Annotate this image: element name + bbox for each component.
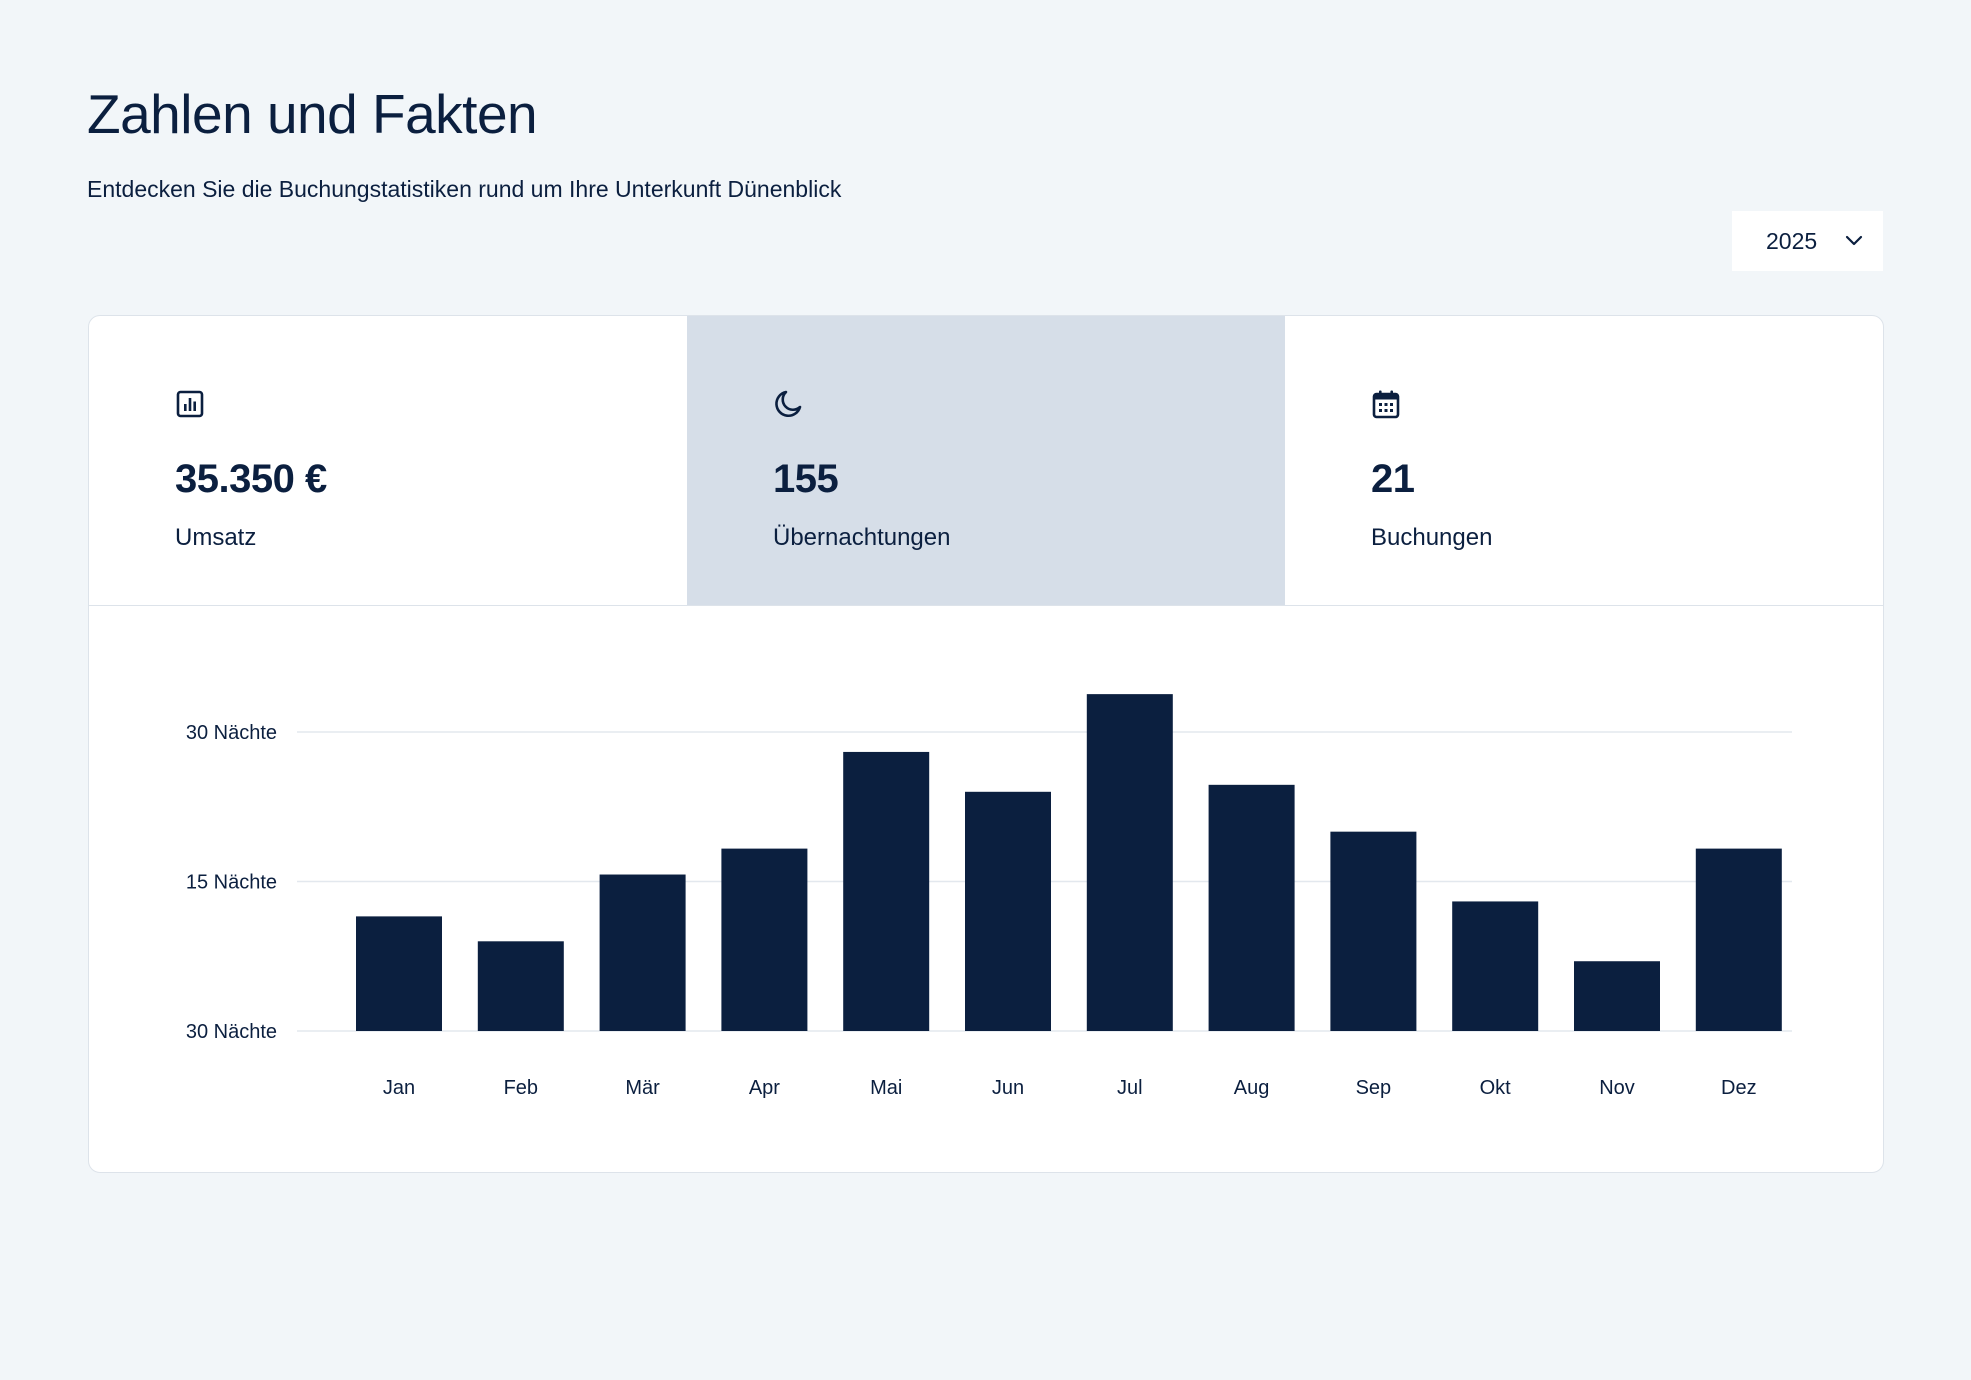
year-select-value: 2025 [1766, 227, 1818, 254]
calendar-icon [1372, 390, 1400, 419]
stat-label: Buchungen [1371, 524, 1493, 551]
bar-aug[interactable] [1208, 784, 1295, 1031]
x-tick-label: Aug [1234, 1077, 1270, 1099]
y-tick-label: 30 Nächte [186, 1021, 277, 1043]
page-subtitle: Entdecken Sie die Buchungstatistiken run… [87, 176, 842, 202]
x-tick-label: Jun [992, 1077, 1024, 1099]
bar-okt[interactable] [1452, 901, 1539, 1031]
y-tick-label: 30 Nächte [186, 722, 277, 744]
stat-tab-buchungen[interactable]: 21 Buchungen [1285, 316, 1883, 605]
x-tick-label: Mär [625, 1077, 660, 1099]
x-tick-label: Jan [383, 1077, 415, 1099]
x-tick-label: Jul [1117, 1077, 1143, 1099]
x-tick-label: Mai [870, 1077, 902, 1099]
stat-tab-uebernachtungen[interactable]: 155 Übernachtungen [687, 316, 1285, 605]
x-tick-label: Feb [504, 1077, 538, 1099]
moon-icon [775, 390, 802, 417]
year-select[interactable]: 2025 [1732, 211, 1883, 271]
nights-chart: 30 Nächte 15 Nächte 30 Nächte Jan Feb Mär Apr M… [89, 606, 1883, 1172]
x-tick-label: Dez [1721, 1077, 1757, 1099]
stat-label: Übernachtungen [773, 524, 951, 551]
stat-tab-umsatz[interactable]: 35.350 € Umsatz [89, 316, 687, 605]
y-tick-label: 15 Nächte [186, 872, 277, 894]
stats-tabs: 35.350 € Umsatz 155 Übernachtungen [89, 316, 1883, 606]
page-title: Zahlen und Fakten [87, 83, 538, 145]
bar-chart-icon [176, 390, 204, 418]
bar-jan[interactable] [356, 916, 442, 1031]
stat-value: 155 [773, 457, 839, 501]
bar-feb[interactable] [477, 941, 564, 1031]
bar-nov[interactable] [1574, 961, 1660, 1031]
x-tick-label: Apr [749, 1077, 780, 1099]
bar-sep[interactable] [1330, 831, 1417, 1031]
bar-mär[interactable] [599, 874, 686, 1031]
statistics-card: 35.350 € Umsatz 155 Übernachtungen [88, 315, 1884, 1173]
bar-apr[interactable] [721, 848, 808, 1031]
stat-value: 21 [1371, 457, 1415, 501]
bar-mai[interactable] [843, 751, 930, 1031]
stat-value: 35.350 € [175, 457, 327, 501]
bar-dez[interactable] [1695, 848, 1782, 1031]
nights-bar-chart: 30 Nächte 15 Nächte 30 Nächte Jan Feb Mär Apr M… [186, 694, 1792, 1099]
x-tick-label: Sep [1356, 1077, 1392, 1099]
chevron-down-icon [1845, 235, 1863, 246]
bar-jul[interactable] [1086, 694, 1173, 1031]
stat-label: Umsatz [175, 524, 257, 551]
x-tick-label: Okt [1480, 1077, 1512, 1099]
x-tick-label: Nov [1599, 1077, 1635, 1099]
bar-jun[interactable] [965, 791, 1051, 1031]
